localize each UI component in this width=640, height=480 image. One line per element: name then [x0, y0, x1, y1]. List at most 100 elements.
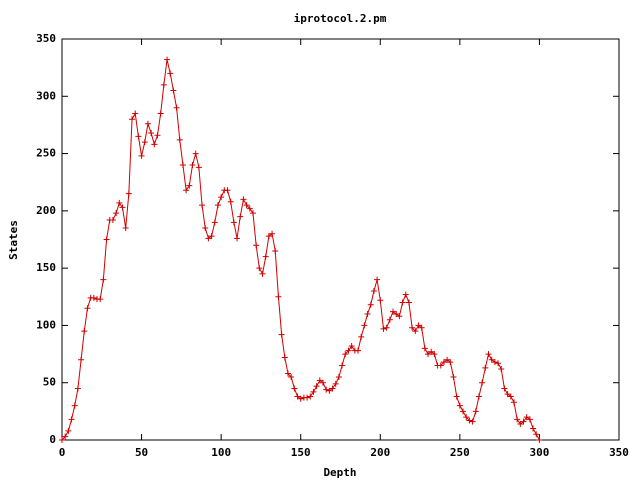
data-point [256, 265, 263, 272]
data-point [269, 230, 276, 237]
data-point [138, 152, 145, 159]
data-point [278, 331, 285, 338]
data-point [469, 418, 476, 425]
data-point [109, 217, 116, 224]
data-point [84, 305, 91, 312]
x-tick-label: 300 [529, 446, 549, 459]
data-point [488, 356, 495, 363]
data-point [90, 294, 97, 301]
data-point [132, 110, 139, 117]
y-tick-label: 0 [49, 433, 56, 446]
data-point [214, 202, 221, 209]
data-point [447, 359, 454, 366]
data-point [495, 360, 502, 367]
data-point [520, 418, 527, 425]
data-point [237, 213, 244, 220]
data-point [326, 387, 333, 394]
data-point [491, 359, 498, 366]
data-point [103, 236, 110, 243]
data-point [189, 162, 196, 169]
data-point [313, 383, 320, 390]
data-point [498, 365, 505, 372]
data-point [460, 408, 467, 415]
data-point [164, 56, 171, 63]
data-point [466, 417, 473, 424]
data-point [475, 393, 482, 400]
data-point [390, 308, 397, 315]
data-point [119, 204, 126, 211]
data-point [386, 316, 393, 323]
data-point [523, 414, 530, 421]
data-point [377, 297, 384, 304]
data-point [514, 416, 521, 423]
x-tick-label: 350 [609, 446, 629, 459]
data-point [81, 328, 88, 335]
data-point [456, 402, 463, 409]
data-point [275, 293, 282, 300]
data-point [202, 225, 209, 232]
x-tick-label: 50 [135, 446, 148, 459]
data-point [485, 351, 492, 358]
data-point [358, 333, 365, 340]
data-point [125, 190, 132, 197]
data-point [211, 219, 218, 226]
data-point [533, 431, 540, 438]
data-point [144, 120, 151, 127]
data-point [335, 373, 342, 380]
data-point [100, 276, 107, 283]
data-point [62, 433, 69, 440]
data-point [205, 235, 212, 242]
data-point [208, 233, 215, 240]
data-point [361, 322, 368, 329]
data-point [431, 351, 438, 358]
x-tick-label: 100 [211, 446, 231, 459]
data-point [148, 129, 155, 136]
data-point [291, 385, 298, 392]
data-point [71, 402, 78, 409]
data-point [370, 288, 377, 295]
chart-title: iprotocol.2.pm [294, 12, 387, 25]
data-point [510, 399, 517, 406]
data-point [113, 210, 120, 217]
data-point [157, 110, 164, 117]
data-point [342, 351, 349, 358]
data-point [383, 324, 390, 331]
data-point [170, 87, 177, 94]
y-tick-label: 100 [36, 318, 56, 331]
plot-frame [61, 38, 620, 441]
x-tick-label: 0 [59, 446, 66, 459]
data-point [450, 373, 457, 380]
data-point [59, 437, 65, 443]
data-point [262, 253, 269, 260]
data-point [176, 136, 183, 143]
data-point [412, 328, 419, 335]
data-point [355, 347, 362, 354]
data-point [440, 359, 447, 366]
data-point [453, 393, 460, 400]
data-point [463, 414, 470, 421]
data-point [135, 133, 142, 140]
data-point [186, 182, 193, 189]
data-point [530, 425, 537, 432]
data-point [504, 391, 511, 398]
data-point [374, 276, 381, 283]
data-point [348, 343, 355, 350]
data-point [536, 437, 543, 443]
data-point [310, 388, 317, 395]
data-point [437, 362, 444, 369]
data-point [479, 379, 486, 386]
data-point [259, 270, 266, 277]
data-point [507, 393, 514, 400]
data-point [526, 416, 533, 423]
data-point [393, 310, 400, 317]
data-point [304, 394, 311, 401]
data-point [243, 202, 250, 209]
y-axis-label: States [7, 220, 20, 260]
x-tick-label: 150 [291, 446, 311, 459]
data-point [141, 139, 148, 146]
data-point [396, 313, 403, 320]
data-point [402, 291, 409, 298]
x-tick-label: 200 [370, 446, 390, 459]
y-tick-label: 50 [43, 376, 56, 389]
